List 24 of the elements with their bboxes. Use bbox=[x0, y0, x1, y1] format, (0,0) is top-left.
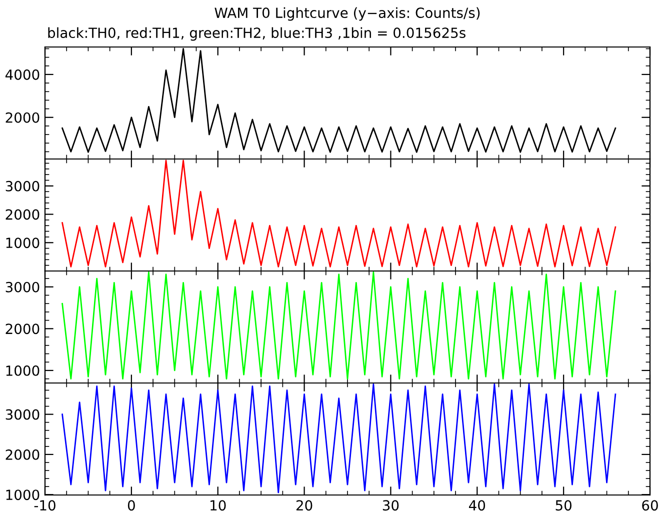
x-tick-label: 40 bbox=[468, 500, 486, 511]
y-tick-label: 3000 bbox=[6, 409, 40, 420]
y-tick-label: 2000 bbox=[6, 324, 40, 334]
y-tick-label: 2000 bbox=[6, 449, 40, 460]
y-tick-label: 3000 bbox=[6, 282, 40, 292]
y-tick-label: 1000 bbox=[6, 490, 40, 500]
line-series bbox=[62, 384, 616, 494]
y-tick-label: 2000 bbox=[6, 112, 40, 123]
chart-subtitle: black:TH0, red:TH1, green:TH2, blue:TH3 ,1bin = 0.015625s bbox=[48, 27, 466, 41]
x-tick-label: 20 bbox=[296, 500, 312, 511]
x-tick-label: 10 bbox=[210, 500, 226, 511]
chart-title: WAM T0 Lightcurve (y−axis: Counts/s) bbox=[214, 7, 480, 21]
x-tick-label: 30 bbox=[382, 500, 399, 511]
x-tick-label: -10 bbox=[34, 500, 56, 511]
x-tick-label: 50 bbox=[556, 500, 572, 511]
y-tick-label: 4000 bbox=[5, 69, 40, 80]
y-tick-label: 1000 bbox=[6, 365, 40, 376]
y-tick-label: 1000 bbox=[6, 238, 40, 248]
x-tick-label: 60 bbox=[642, 500, 658, 511]
x-tick-label: 0 bbox=[128, 500, 135, 511]
line-series bbox=[62, 160, 616, 268]
y-tick-label: 2000 bbox=[6, 209, 40, 220]
y-tick-label: 3000 bbox=[6, 180, 40, 192]
line-series bbox=[62, 272, 616, 380]
